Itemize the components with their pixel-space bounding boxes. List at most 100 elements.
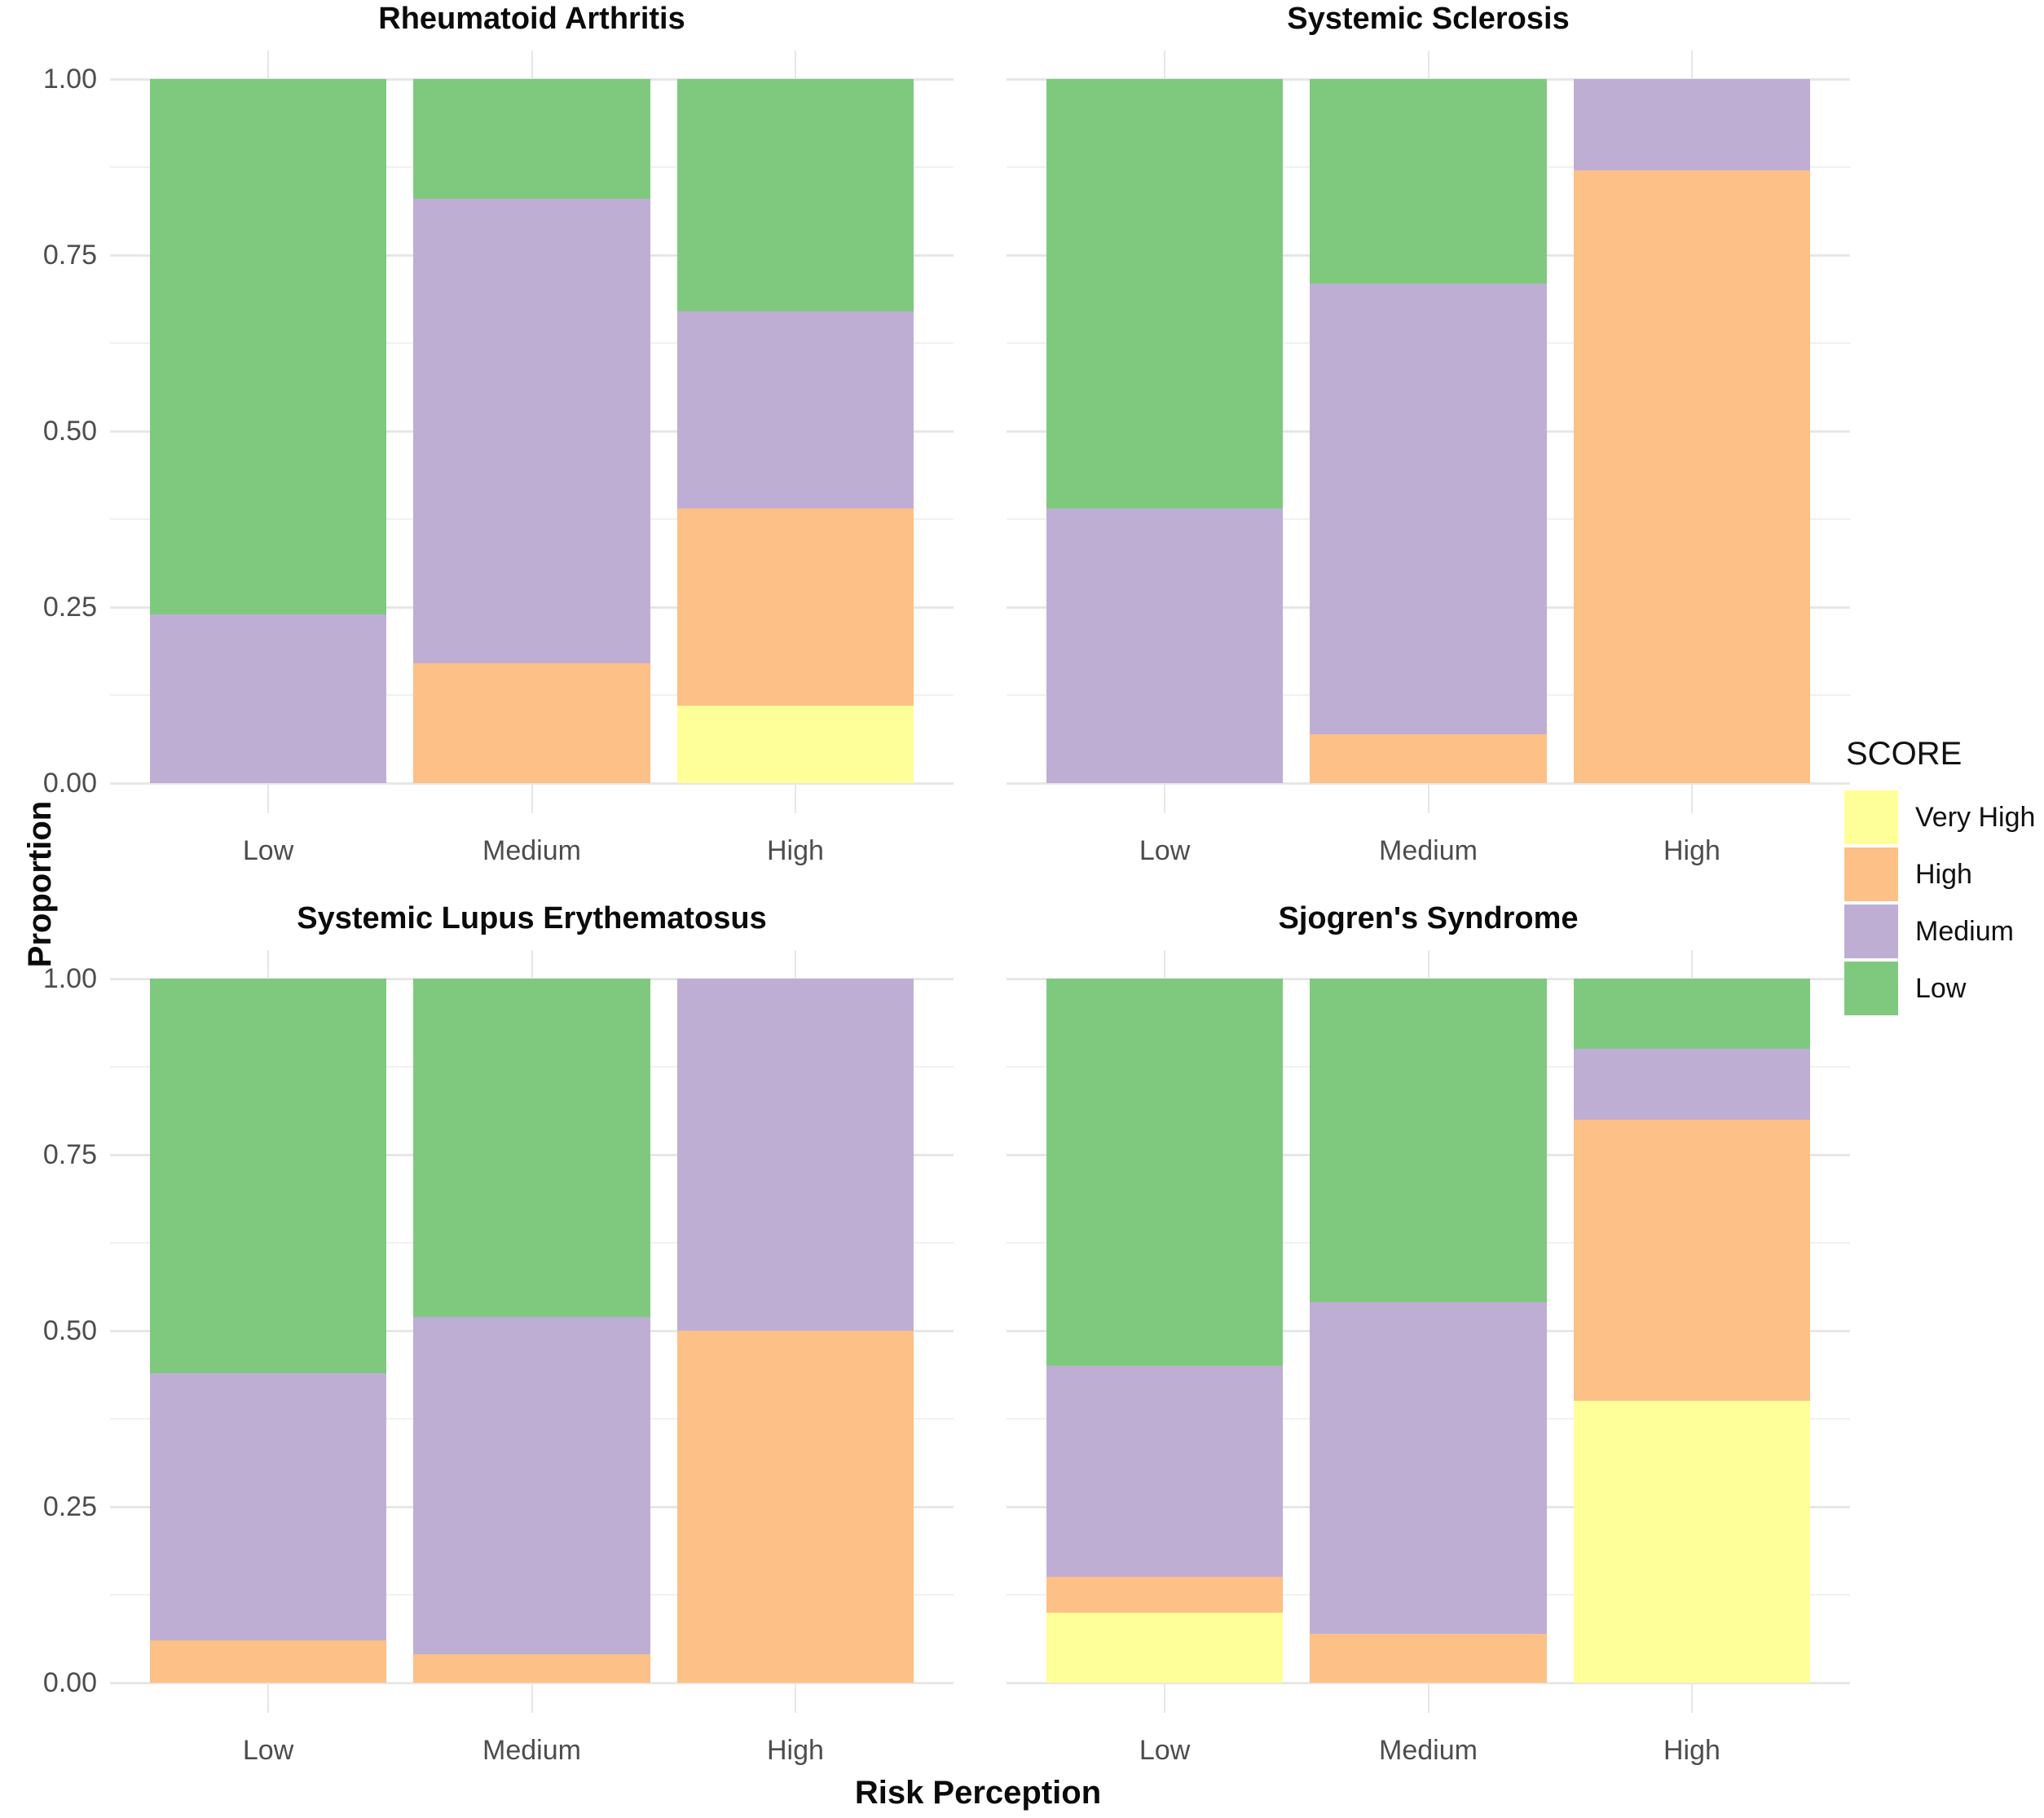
- y-tick-label: 0.50: [42, 1315, 97, 1346]
- stacked-bar-high: [1573, 51, 1811, 813]
- stacked-bar-medium: [1310, 950, 1547, 1713]
- stacked-bar-medium: [1310, 51, 1547, 813]
- legend-item-very-high: Very High: [1844, 790, 2044, 844]
- stacked-bar-medium: [413, 950, 650, 1713]
- legend-item-label: Medium: [1915, 915, 2014, 947]
- panel: [110, 51, 954, 813]
- x-tick-label: Low: [242, 1735, 294, 1766]
- stacked-bar-high: [1573, 950, 1811, 1713]
- bar-segment-medium: [149, 1372, 387, 1641]
- bar-segment-low: [1046, 79, 1284, 509]
- panel: [1007, 51, 1850, 813]
- bar-segment-medium: [1573, 79, 1811, 171]
- y-tick-label: 0.00: [42, 768, 97, 799]
- legend-item-high: High: [1844, 847, 2044, 901]
- panel: [110, 950, 954, 1713]
- bar-segment-low: [413, 79, 650, 199]
- bar-segment-high: [413, 663, 650, 783]
- x-tick-labels: Low Medium High: [1007, 1729, 1850, 1772]
- legend-item-label: Low: [1915, 972, 1967, 1004]
- legend-key-low: [1844, 962, 1898, 1015]
- facet-rheumatoid-arthritis: Rheumatoid Arthritis Low Medium High 1.00 0…: [43, 0, 954, 876]
- x-tick-label: Medium: [1379, 1735, 1478, 1766]
- x-tick-label: Medium: [482, 1735, 581, 1766]
- bar-segment-medium: [413, 198, 650, 664]
- legend-title: SCORE: [1846, 736, 1963, 772]
- facet-title: Systemic Sclerosis: [1287, 2, 1570, 36]
- bar-segment-low: [413, 979, 650, 1317]
- legend-item-low: Low: [1844, 962, 2044, 1015]
- legend-items: Very High High Medium Low: [1844, 790, 2044, 1015]
- x-tick-label: High: [766, 1735, 824, 1766]
- y-tick-label: 1.00: [42, 64, 97, 95]
- y-tick-label: 0.50: [42, 416, 97, 447]
- legend-item-label: Very High: [1915, 801, 2036, 833]
- facet-systemic-sclerosis: Systemic Sclerosis Low Medium High: [1007, 0, 1850, 876]
- bar-segment-medium: [149, 614, 387, 783]
- x-tick-label: High: [1663, 835, 1720, 866]
- bar-segment-high: [1310, 733, 1547, 783]
- facet-sjogrens-syndrome: Sjogren's Syndrome Low Medium High: [1007, 900, 1850, 1776]
- x-tick-label: Low: [242, 835, 294, 866]
- bar-segment-very-high: [1573, 1401, 1811, 1683]
- bar-segment-high: [676, 1331, 914, 1683]
- legend-key-medium: [1844, 905, 1898, 958]
- x-tick-label: Medium: [482, 835, 581, 866]
- legend-key-high: [1844, 847, 1898, 901]
- bar-segment-medium: [1573, 1049, 1811, 1120]
- bar-segment-very-high: [676, 705, 914, 783]
- legend-item-label: High: [1915, 858, 1972, 890]
- x-axis-title: Risk Perception: [854, 1775, 1102, 1811]
- bar-segment-medium: [1046, 508, 1284, 783]
- legend-key-very-high: [1844, 790, 1898, 844]
- stacked-bar-low: [1046, 51, 1284, 813]
- y-tick-label: 1.00: [42, 963, 97, 994]
- facet-systemic-lupus-erythematosus: Systemic Lupus Erythematosus Low Medium Hi…: [43, 900, 954, 1776]
- bar-segment-low: [1573, 979, 1811, 1050]
- y-tick-label: 0.75: [42, 1139, 97, 1170]
- bar-segment-high: [676, 508, 914, 706]
- bar-segment-very-high: [1046, 1612, 1284, 1683]
- bar-segment-low: [1046, 979, 1284, 1367]
- facet-title: Systemic Lupus Erythematosus: [297, 901, 767, 935]
- y-tick-label: 0.25: [42, 1491, 97, 1522]
- bar-segment-high: [413, 1654, 650, 1683]
- x-tick-label: High: [766, 835, 824, 866]
- bar-segment-low: [149, 79, 387, 614]
- legend: SCORE Very High High Medium Low: [1844, 736, 2044, 1019]
- stacked-bar-low: [1046, 950, 1284, 1713]
- y-tick-label: 0.00: [42, 1667, 97, 1698]
- bar-segment-medium: [1310, 283, 1547, 734]
- bar-segment-low: [149, 979, 387, 1373]
- bar-segment-medium: [413, 1316, 650, 1655]
- stacked-bar-medium: [413, 51, 650, 813]
- bar-segment-medium: [676, 979, 914, 1331]
- bar-segment-low: [676, 79, 914, 312]
- bar-segment-high: [1310, 1633, 1547, 1683]
- stacked-bar-low: [149, 950, 387, 1713]
- facet-title: Sjogren's Syndrome: [1278, 901, 1579, 935]
- stacked-bar-low: [149, 51, 387, 813]
- y-tick-label: 0.75: [42, 240, 97, 271]
- x-tick-labels: Low Medium High: [1007, 830, 1850, 872]
- x-tick-label: Medium: [1379, 835, 1478, 866]
- panel: [1007, 950, 1850, 1713]
- x-tick-label: Low: [1139, 835, 1191, 866]
- x-tick-label: High: [1663, 1735, 1720, 1766]
- bar-segment-high: [149, 1640, 387, 1683]
- bar-segment-high: [1573, 1119, 1811, 1402]
- bar-segment-low: [1310, 79, 1547, 284]
- bar-segment-medium: [676, 311, 914, 509]
- x-tick-labels: Low Medium High: [110, 830, 954, 872]
- facet-title: Rheumatoid Arthritis: [378, 2, 685, 36]
- stacked-bar-high: [676, 51, 914, 813]
- stacked-bar-high: [676, 950, 914, 1713]
- legend-item-medium: Medium: [1844, 905, 2044, 958]
- bar-segment-low: [1310, 979, 1547, 1303]
- bar-segment-medium: [1310, 1302, 1547, 1634]
- bar-segment-medium: [1046, 1366, 1284, 1578]
- bar-segment-high: [1046, 1577, 1284, 1613]
- bar-segment-high: [1573, 170, 1811, 783]
- y-tick-label: 0.25: [42, 592, 97, 623]
